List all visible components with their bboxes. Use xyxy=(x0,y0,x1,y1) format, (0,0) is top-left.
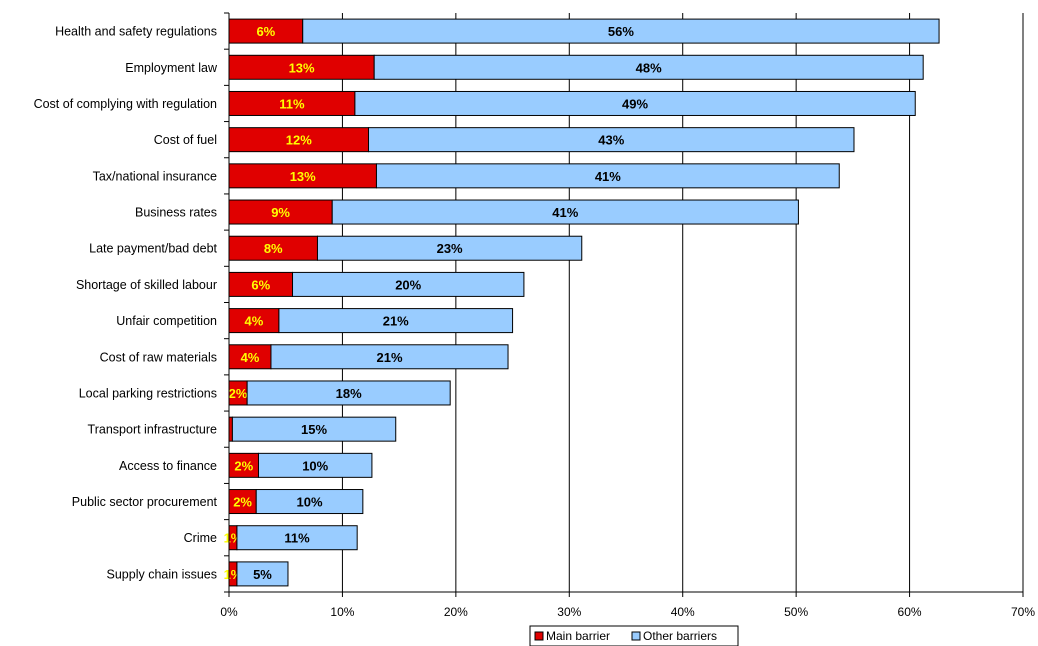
data-label-other-barriers: 21% xyxy=(376,350,402,365)
data-label-main-barrier: 9% xyxy=(271,205,290,220)
data-label-other-barriers: 43% xyxy=(598,133,624,148)
category-label: Crime xyxy=(184,531,217,545)
category-label: Business rates xyxy=(135,206,217,220)
data-label-other-barriers: 10% xyxy=(302,458,328,473)
legend-label-other-barriers: Other barriers xyxy=(643,629,717,643)
category-labels: Health and safety regulations Employment … xyxy=(34,25,218,582)
bar-other-barriers xyxy=(302,18,940,44)
bar-main-barrier xyxy=(228,90,356,116)
data-label-other-barriers: 5% xyxy=(253,567,272,582)
data-label-other-barriers: 11% xyxy=(284,531,310,546)
bar-other-barriers xyxy=(375,163,840,189)
bar-other-barriers xyxy=(292,271,525,297)
bar-main-barrier xyxy=(228,235,318,261)
data-label-main-barrier: 6% xyxy=(251,277,270,292)
x-tick-label: 10% xyxy=(330,605,354,619)
bar-other-barriers xyxy=(255,489,364,515)
bar-other-barriers xyxy=(316,235,583,261)
bar-other-barriers xyxy=(257,452,373,478)
data-label-main-barrier: 6% xyxy=(256,24,275,39)
data-label-main-barrier: 4% xyxy=(241,350,260,365)
legend-label-main-barrier: Main barrier xyxy=(546,629,610,643)
category-label: Access to finance xyxy=(119,459,217,473)
bar-other-barriers xyxy=(236,561,289,587)
bar-other-barriers xyxy=(373,54,924,80)
bar-other-barriers xyxy=(354,90,916,116)
bar-main-barrier xyxy=(228,54,375,80)
x-tick-label: 20% xyxy=(444,605,468,619)
bar-other-barriers xyxy=(368,127,855,153)
legend-swatch-main-barrier xyxy=(534,631,544,641)
data-label-main-barrier: 8% xyxy=(264,241,283,256)
category-label: Public sector procurement xyxy=(72,495,218,509)
data-label-other-barriers: 48% xyxy=(636,60,662,75)
x-tick-label: 0% xyxy=(220,605,238,619)
bar-other-barriers xyxy=(246,380,451,406)
category-label: Local parking restrictions xyxy=(79,386,217,400)
bar-other-barriers xyxy=(231,416,397,442)
data-label-main-barrier: 12% xyxy=(286,133,312,148)
x-tick-label: 70% xyxy=(1011,605,1035,619)
data-label-other-barriers: 41% xyxy=(552,205,578,220)
category-label: Transport infrastructure xyxy=(88,423,217,437)
axes xyxy=(224,12,1024,597)
data-label-main-barrier: 13% xyxy=(289,60,315,75)
x-tick-label: 50% xyxy=(784,605,808,619)
category-label: Tax/national insurance xyxy=(93,169,217,183)
data-label-other-barriers: 23% xyxy=(437,241,463,256)
data-label-main-barrier: 13% xyxy=(290,169,316,184)
legend-swatch-other-barriers xyxy=(631,631,641,641)
bar-other-barriers xyxy=(236,525,358,551)
data-label-main-barrier: 2% xyxy=(233,495,252,510)
x-tick-label: 40% xyxy=(671,605,695,619)
category-label: Health and safety regulations xyxy=(55,25,217,39)
bar-other-barriers xyxy=(331,199,799,225)
data-label-main-barrier: 2% xyxy=(229,386,248,401)
data-label-main-barrier: 4% xyxy=(245,314,264,329)
category-label: Employment law xyxy=(125,61,218,75)
data-label-other-barriers: 20% xyxy=(395,277,421,292)
category-label: Supply chain issues xyxy=(107,567,217,581)
data-label-other-barriers: 10% xyxy=(297,495,323,510)
data-label-other-barriers: 49% xyxy=(622,96,648,111)
legend: Main barrier Other barriers xyxy=(529,625,739,646)
category-label: Shortage of skilled labour xyxy=(76,278,217,292)
bar-other-barriers xyxy=(278,308,514,334)
data-label-other-barriers: 41% xyxy=(595,169,621,184)
bar-main-barrier xyxy=(228,416,233,442)
bar-main-barrier xyxy=(228,308,280,334)
data-label-other-barriers: 18% xyxy=(336,386,362,401)
data-label-other-barriers: 15% xyxy=(301,422,327,437)
data-label-other-barriers: 21% xyxy=(383,314,409,329)
x-tick-label: 60% xyxy=(898,605,922,619)
category-label: Cost of fuel xyxy=(154,133,217,147)
category-label: Cost of raw materials xyxy=(100,350,217,364)
category-label: Cost of complying with regulation xyxy=(34,97,217,111)
bars: 6% 56% 13% 48% 11% 49% 12% 43% 13% 41% 9% 41% 8% 23% 6… xyxy=(224,18,940,587)
bar-other-barriers xyxy=(270,344,509,370)
category-label: Unfair competition xyxy=(116,314,217,328)
data-label-main-barrier: 11% xyxy=(279,96,305,111)
x-tick-label: 30% xyxy=(557,605,581,619)
data-label-other-barriers: 56% xyxy=(608,24,634,39)
category-label: Late payment/bad debt xyxy=(89,242,217,256)
x-tick-labels: 0% 10% 20% 30% 40% 50% 60% 70% xyxy=(220,605,1035,619)
data-label-main-barrier: 2% xyxy=(234,458,253,473)
bar-main-barrier xyxy=(228,199,333,225)
